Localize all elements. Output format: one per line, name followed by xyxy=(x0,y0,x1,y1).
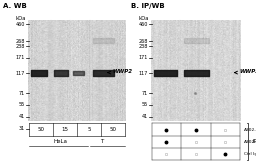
Text: 268: 268 xyxy=(138,39,148,44)
Text: 117: 117 xyxy=(16,71,25,76)
Text: T: T xyxy=(100,139,103,144)
Text: 15: 15 xyxy=(61,127,68,132)
Text: IP: IP xyxy=(252,139,256,144)
Text: B. IP/WB: B. IP/WB xyxy=(131,3,164,9)
Text: WWP2: WWP2 xyxy=(239,69,256,74)
Text: 71: 71 xyxy=(142,91,148,96)
Text: 50: 50 xyxy=(109,127,116,132)
Text: 268: 268 xyxy=(16,39,25,44)
Text: 31: 31 xyxy=(19,126,25,131)
Text: HeLa: HeLa xyxy=(53,139,67,144)
Text: 460: 460 xyxy=(138,22,148,27)
Text: 460: 460 xyxy=(16,22,25,27)
Text: 238: 238 xyxy=(138,44,148,49)
Text: A302-936A: A302-936A xyxy=(244,140,256,144)
Text: WWP2: WWP2 xyxy=(112,69,132,74)
Text: kDa: kDa xyxy=(16,16,26,21)
Text: 55: 55 xyxy=(142,102,148,108)
Text: A. WB: A. WB xyxy=(3,3,26,9)
Text: 5: 5 xyxy=(87,127,91,132)
Text: 171: 171 xyxy=(16,55,25,60)
Text: 41: 41 xyxy=(142,114,148,119)
Text: kDa: kDa xyxy=(139,16,149,21)
Text: A302-935A: A302-935A xyxy=(244,128,256,132)
Text: 55: 55 xyxy=(19,102,25,108)
Text: 117: 117 xyxy=(138,71,148,76)
Text: 238: 238 xyxy=(16,44,25,49)
Text: 71: 71 xyxy=(19,91,25,96)
Text: 171: 171 xyxy=(138,55,148,60)
Text: Ctrl IgG: Ctrl IgG xyxy=(244,152,256,156)
Text: 50: 50 xyxy=(37,127,44,132)
Text: 41: 41 xyxy=(19,114,25,119)
